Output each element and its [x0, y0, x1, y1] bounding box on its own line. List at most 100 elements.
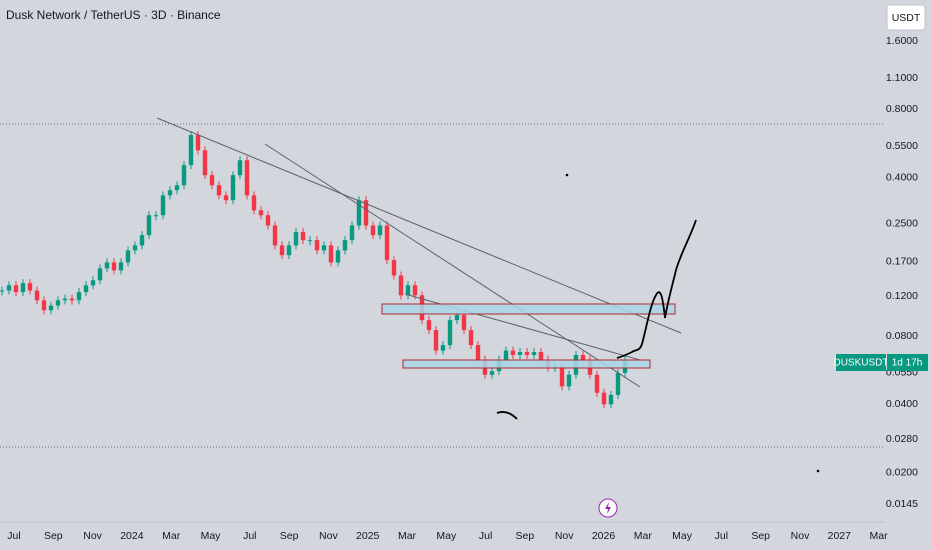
y-tick-label: 1.6000 — [886, 35, 918, 47]
x-tick-label: 2025 — [356, 530, 380, 542]
candle-body — [601, 392, 607, 405]
candle-body — [76, 292, 82, 301]
x-tick-label: Nov — [319, 530, 338, 542]
candle-body — [377, 225, 383, 236]
candle-body — [349, 225, 355, 241]
candle-body — [146, 215, 152, 236]
candle-body — [524, 352, 530, 355]
candle-body — [384, 225, 390, 261]
candle-body — [237, 160, 243, 176]
x-tick-label: Jul — [7, 530, 20, 542]
candle-body — [447, 320, 453, 346]
y-tick-label: 0.1700 — [886, 256, 918, 268]
candle-body — [615, 372, 621, 395]
candle-body — [286, 245, 292, 256]
candle-body — [335, 250, 341, 263]
chart-title: Dusk Network / TetherUS · 3D · Binance — [6, 8, 221, 22]
x-tick-label: May — [672, 530, 693, 542]
x-tick-label: Jul — [243, 530, 256, 542]
drawings — [156, 117, 820, 473]
x-tick-label: Mar — [398, 530, 417, 542]
candle-body — [69, 298, 75, 301]
candle-body — [538, 352, 544, 360]
candle-body — [370, 225, 376, 236]
x-tick-label: Mar — [162, 530, 181, 542]
candle-body — [405, 285, 411, 296]
candle-body — [216, 185, 222, 196]
candle-body — [398, 275, 404, 296]
candle-body — [97, 268, 103, 281]
candle-body — [503, 350, 509, 360]
candle-body — [342, 240, 348, 251]
dot — [565, 173, 569, 177]
x-tick-label: Sep — [751, 530, 770, 542]
candle-body — [461, 315, 467, 331]
candle-body — [489, 371, 495, 375]
candle-body — [440, 345, 446, 351]
x-tick-label: 2024 — [120, 530, 144, 542]
x-tick-label: Jul — [479, 530, 492, 542]
candle-body — [566, 374, 572, 387]
event-icon-bolt — [605, 502, 611, 514]
candle-body — [209, 175, 215, 186]
x-tick-label: Nov — [83, 530, 102, 542]
y-tick-label: 1.1000 — [886, 72, 918, 84]
x-tick-label: Sep — [44, 530, 63, 542]
candle-body — [426, 320, 432, 331]
currency-label[interactable]: USDT — [892, 12, 921, 24]
y-tick-label: 0.1200 — [886, 290, 918, 302]
candle-body — [153, 215, 159, 217]
dot — [816, 469, 820, 473]
candle-body — [13, 285, 19, 293]
y-tick-label: 0.2500 — [886, 218, 918, 230]
candle-body — [62, 298, 68, 301]
zone — [381, 303, 676, 315]
symbol-tag — [836, 354, 886, 371]
candle-body — [433, 330, 439, 351]
candle-body — [391, 260, 397, 276]
candle-body — [559, 366, 565, 387]
candle-body — [27, 283, 33, 291]
candle-body — [307, 240, 313, 242]
candle-body — [258, 210, 264, 216]
candle-body — [223, 195, 229, 201]
candle-body — [41, 300, 47, 311]
zone — [402, 359, 651, 369]
candle-body — [202, 150, 208, 176]
candle-body — [265, 215, 271, 226]
candle-body — [468, 330, 474, 346]
y-tick-label: 0.0200 — [886, 466, 918, 478]
candle-body — [160, 195, 166, 216]
x-tick-label: May — [201, 530, 222, 542]
y-tick-label: 0.0400 — [886, 398, 918, 410]
candle-body — [594, 374, 600, 393]
x-tick-label: 2027 — [828, 530, 852, 542]
y-tick-label: 0.8000 — [886, 103, 918, 115]
candle-body — [244, 160, 250, 196]
candle-body — [251, 195, 257, 211]
candle-body — [111, 262, 117, 271]
candle-body — [321, 245, 327, 251]
candle-body — [118, 262, 124, 271]
candle-body — [34, 290, 40, 301]
candle-body — [356, 200, 362, 226]
candle-body — [48, 305, 54, 311]
y-tick-label: 0.0800 — [886, 330, 918, 342]
symbol-label: DUSKUSDT — [833, 358, 888, 369]
candle-body — [510, 350, 516, 355]
candle-body — [6, 285, 12, 291]
candle-body — [328, 245, 334, 263]
countdown-tag — [887, 354, 928, 371]
candle-body — [517, 352, 523, 355]
trend-line — [156, 117, 682, 334]
x-tick-label: May — [436, 530, 457, 542]
y-tick-label: 0.4000 — [886, 171, 918, 183]
candle-body — [132, 245, 138, 251]
x-tick-label: Sep — [280, 530, 299, 542]
candle-body — [0, 290, 5, 292]
y-tick-label: 0.5500 — [886, 140, 918, 152]
candle-body — [300, 232, 306, 241]
candle-body — [55, 300, 61, 306]
currency-button[interactable] — [886, 4, 926, 31]
